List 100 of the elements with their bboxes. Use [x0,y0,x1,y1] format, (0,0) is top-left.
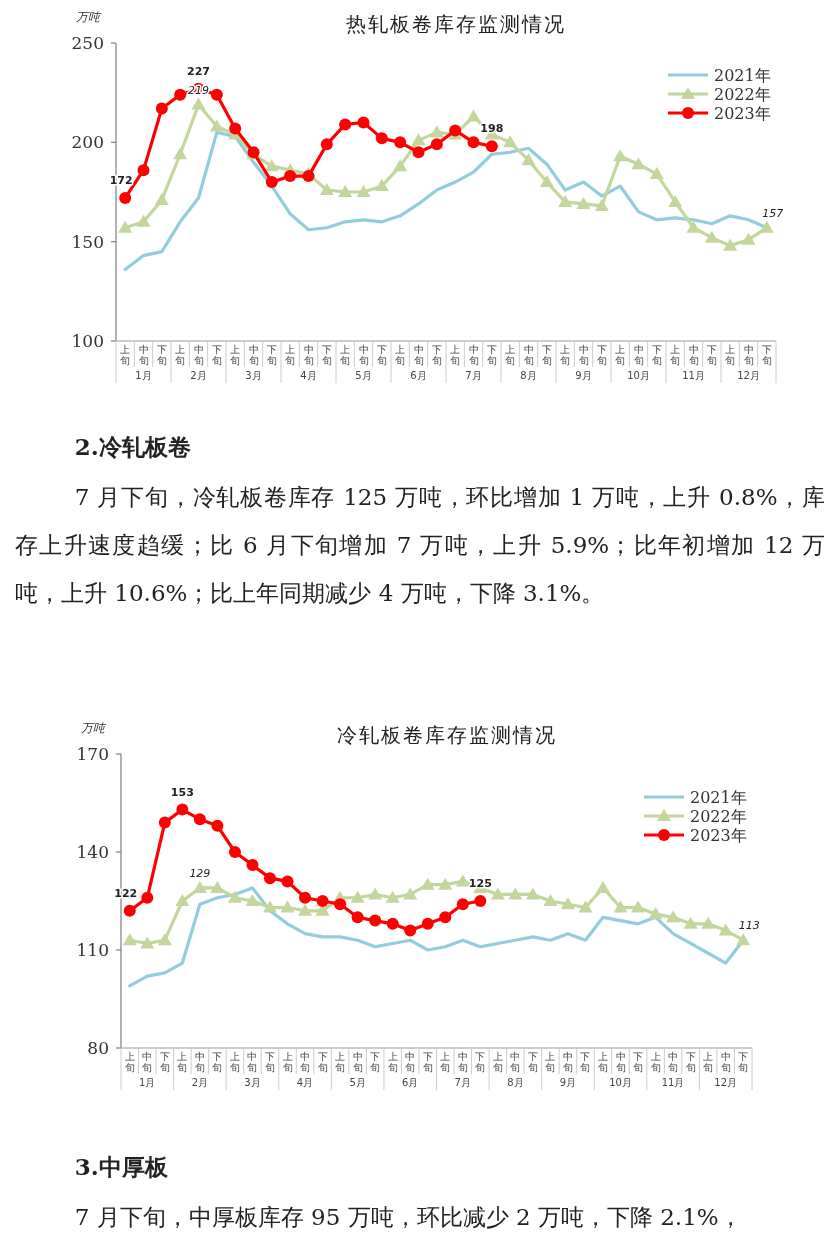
x-tick-label: 下旬 [761,344,772,366]
data-label: 172 [109,173,133,187]
x-tick-label: 中旬 [510,1051,521,1073]
point [284,170,297,183]
x-tick-label: 中旬 [247,1051,258,1073]
point [394,136,407,149]
point [157,933,172,946]
point [594,198,609,211]
x-tick-label: 下旬 [370,1051,381,1073]
x-tick-label: 中旬 [303,344,314,366]
point [228,846,241,858]
point [503,135,518,148]
text: 3月 [244,1077,261,1088]
point [521,153,536,166]
point [123,904,136,917]
text: 7月 [454,1077,471,1088]
text: 9月 [575,370,592,381]
point [649,167,664,180]
point [648,907,663,920]
point [320,138,333,151]
point [613,149,628,162]
point [299,891,312,904]
point [386,917,399,930]
text: 6月 [410,370,427,381]
x-tick-label: 上旬 [505,344,516,366]
point [466,109,481,122]
point [525,887,540,900]
point [298,903,313,916]
point [490,887,505,900]
point [210,88,223,101]
point [429,125,444,138]
point [369,914,382,927]
point [403,887,418,900]
y-tick-label: 100 [71,331,104,351]
x-tick-label: 下旬 [321,344,332,366]
x-tick-label: 上旬 [230,344,241,366]
point [122,933,137,946]
point [723,238,738,251]
point [412,146,425,159]
data-label: 227 [187,64,210,78]
x-tick-label: 中旬 [413,344,424,366]
x-tick-label: 下旬 [475,1051,486,1073]
legend-label: 2021年 [690,788,747,807]
point [154,192,169,205]
point [741,232,756,245]
x-tick-label: 下旬 [596,344,607,366]
point [356,185,371,197]
text: 5月 [355,370,372,381]
point [439,911,452,924]
x-tick-label: 下旬 [706,344,717,366]
x-tick-label: 下旬 [580,1051,591,1073]
point [686,220,701,233]
point [631,157,646,170]
x-tick-label: 下旬 [159,1051,170,1073]
x-tick-label: 中旬 [405,1051,416,1073]
y-tick-label: 80 [87,1038,109,1058]
x-tick-label: 中旬 [352,1051,363,1073]
x-tick-label: 上旬 [282,1051,293,1073]
point [246,859,259,872]
x-tick-label: 上旬 [124,1051,135,1073]
point [438,877,453,890]
point [701,916,716,929]
x-tick-label: 下旬 [212,1051,223,1073]
x-tick-label: 下旬 [211,344,222,366]
chart-title: 冷轧板卷库存监测情况 [336,723,557,747]
point [281,875,294,888]
x-tick-label: 下旬 [633,1051,644,1073]
x-tick-label: 上旬 [340,344,351,366]
y-tick-label: 150 [71,231,104,252]
legend-label: 2023年 [690,826,747,845]
text: 3.中厚板 [73,1152,169,1182]
point [420,877,435,890]
data-label: 198 [480,122,504,136]
point [262,900,277,913]
x-tick-label: 中旬 [193,344,204,366]
point [280,900,295,913]
point [351,911,364,924]
data-label: 153 [170,785,194,799]
point [385,890,400,903]
y-tick-label: 170 [76,744,109,764]
point [578,900,593,913]
x-tick-label: 下旬 [317,1051,328,1073]
point [193,813,206,826]
point [245,894,260,906]
point [350,890,365,903]
x-tick-label: 上旬 [387,1051,398,1073]
x-tick-label: 上旬 [545,1051,556,1073]
y-axis-title: 万吨 [76,10,102,24]
data-label: 129 [189,866,211,880]
y-axis-title: 万吨 [81,721,107,735]
x-tick-label: 中旬 [248,344,259,366]
data-label: 125 [468,877,492,890]
x-tick-label: 中旬 [720,1051,731,1073]
x-tick-label: 上旬 [725,344,736,366]
x-tick-label: 中旬 [194,1051,205,1073]
x-tick-label: 下旬 [486,344,497,366]
point [560,897,575,910]
point [467,136,480,149]
point [191,97,206,110]
point [118,220,133,233]
